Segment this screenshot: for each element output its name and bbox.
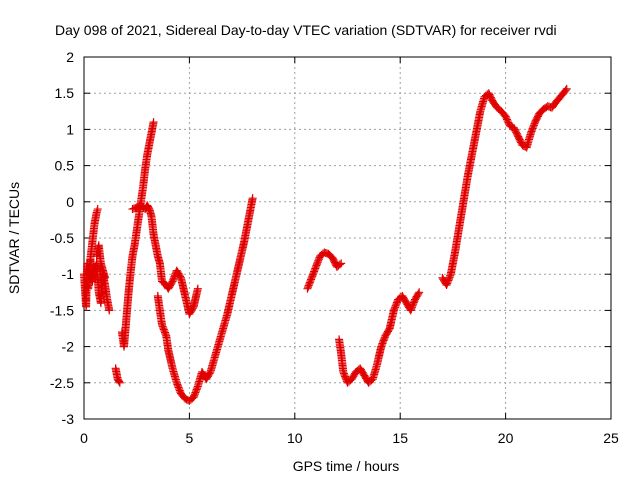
data-point [105, 306, 114, 315]
data-point [562, 84, 571, 93]
y-tick-label: 1 [66, 121, 74, 137]
y-tick-label: -1.5 [50, 302, 74, 318]
x-tick-label: 10 [287, 430, 303, 446]
grid-lines [84, 57, 611, 419]
x-axis-label: GPS time / hours [293, 458, 400, 474]
chart-title: Day 098 of 2021, Sidereal Day-to-day VTE… [55, 22, 557, 38]
axis-ticks [83, 56, 612, 420]
data-point [414, 289, 423, 298]
data-point [115, 378, 124, 387]
y-tick-label: 0 [66, 194, 74, 210]
y-tick-label: -2 [62, 339, 75, 355]
y-axis-label: SDTVAR / TECUs [6, 182, 22, 294]
plot-frame [83, 56, 612, 420]
x-tick-labels: 0 5 10 15 20 25 [80, 430, 619, 446]
y-tick-labels: 2 1.5 1 0.5 0 -0.5 -1 -1.5 -2 -2.5 -3 [50, 49, 74, 427]
data-points [80, 84, 571, 405]
x-tick-label: 25 [603, 430, 619, 446]
x-tick-label: 20 [498, 430, 514, 446]
y-tick-label: -3 [62, 411, 75, 427]
data-point [101, 273, 110, 282]
x-tick-label: 15 [392, 430, 408, 446]
data-point [248, 194, 257, 203]
data-point [193, 284, 202, 293]
data-point [149, 118, 158, 127]
data-point [561, 86, 570, 95]
y-tick-label: 1.5 [55, 85, 75, 101]
y-tick-label: 0.5 [55, 158, 75, 174]
y-tick-label: 2 [66, 49, 74, 65]
y-tick-label: -2.5 [50, 375, 74, 391]
y-tick-label: -1 [62, 266, 75, 282]
data-point [337, 259, 346, 268]
x-tick-label: 5 [186, 430, 194, 446]
y-tick-label: -0.5 [50, 230, 74, 246]
data-point [415, 288, 424, 297]
data-point [115, 377, 124, 386]
x-tick-label: 0 [80, 430, 88, 446]
data-point [93, 205, 102, 214]
data-point [335, 260, 344, 269]
